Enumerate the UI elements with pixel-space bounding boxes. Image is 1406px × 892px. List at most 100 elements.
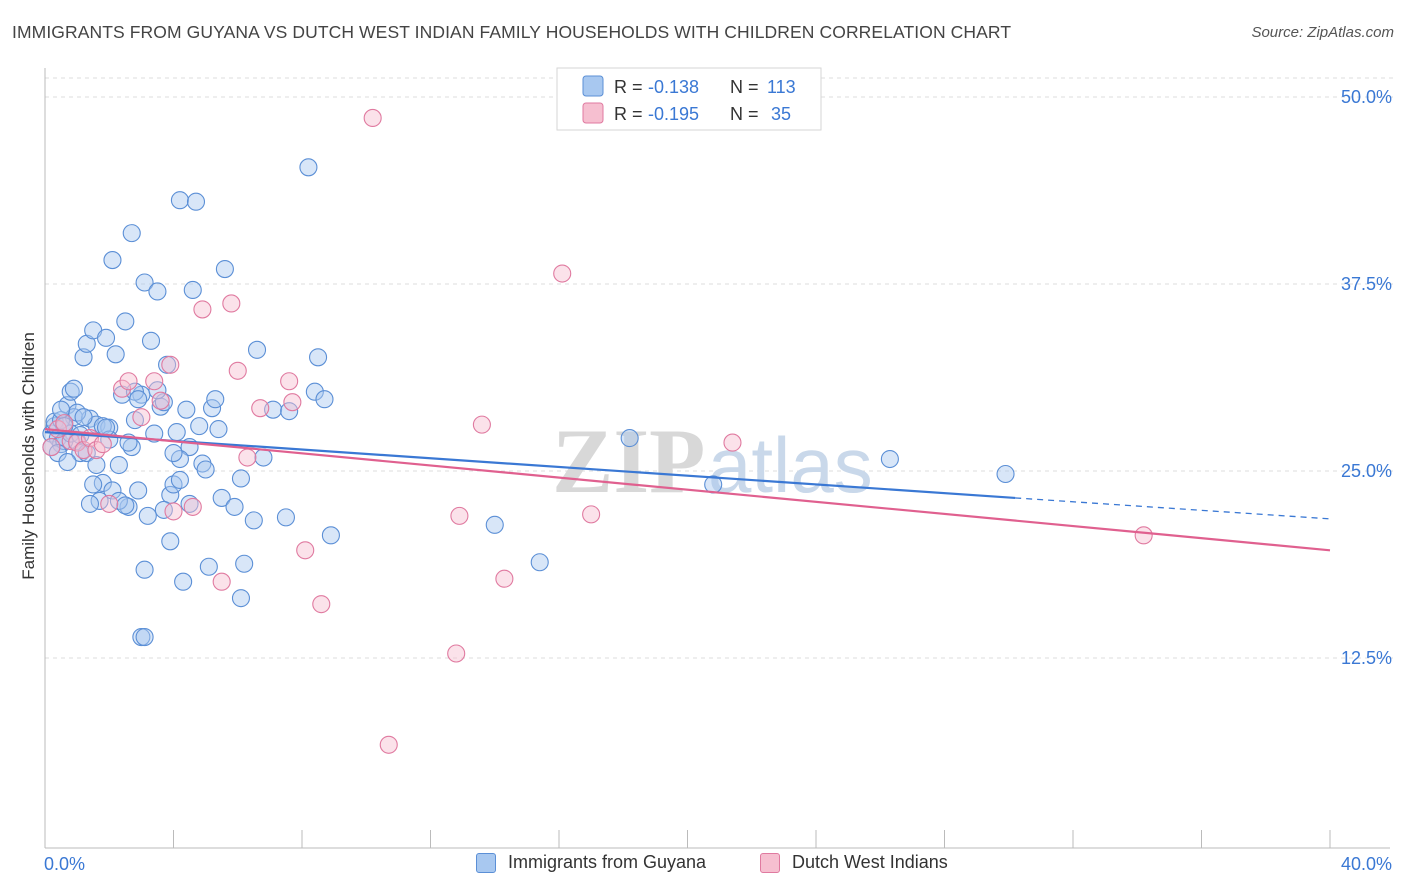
legend-item-dutch: Dutch West Indians — [760, 852, 948, 873]
y-tick-label-2: 37.5% — [1341, 274, 1392, 294]
trendline-dutch — [44, 428, 1331, 552]
legend-item-guyana: Immigrants from Guyana — [476, 852, 706, 873]
point-guyana-74 — [161, 532, 180, 551]
point-guyana-78 — [180, 494, 199, 513]
point-guyana-12 — [74, 348, 93, 367]
x-tick-label-1: 40.0% — [1341, 854, 1392, 874]
point-guyana-99 — [164, 443, 183, 463]
point-guyana-64 — [247, 340, 267, 359]
trendline-guyana-extension — [1015, 497, 1331, 520]
point-guyana-59 — [225, 497, 244, 516]
point-guyana-61 — [235, 554, 254, 573]
point-guyana-52 — [196, 460, 215, 479]
point-guyana-103 — [485, 515, 504, 534]
trendlines — [44, 428, 1331, 552]
point-guyana-94 — [84, 475, 103, 494]
point-guyana-100 — [58, 452, 77, 472]
point-guyana-69 — [299, 158, 318, 177]
point-guyana-55 — [206, 390, 225, 409]
bottom-legend: Immigrants from Guyana Dutch West Indian… — [0, 852, 1406, 878]
point-dutch-19 — [212, 572, 231, 591]
point-guyana-26 — [116, 312, 135, 331]
point-guyana-93 — [80, 494, 100, 513]
point-dutch-25 — [280, 372, 299, 391]
point-guyana-56 — [209, 420, 228, 439]
point-guyana-80 — [122, 224, 141, 243]
point-dutch-10 — [113, 379, 132, 398]
point-guyana-45 — [177, 400, 196, 419]
point-dutch-12 — [132, 408, 151, 427]
legend-r-value-2: -0.195 — [648, 104, 699, 124]
y-tick-label-1: 25.0% — [1341, 461, 1392, 481]
point-guyana-30 — [129, 481, 148, 500]
chart-source: Source: ZipAtlas.com — [1251, 24, 1394, 41]
series-dutch-west-indians-points — [42, 108, 1153, 754]
point-dutch-26 — [296, 541, 315, 560]
point-guyana-60 — [231, 589, 251, 608]
point-dutch-11 — [119, 372, 138, 391]
point-guyana-102 — [154, 500, 173, 519]
x-tick-label-0: 0.0% — [44, 854, 85, 874]
legend-swatch-pink — [760, 852, 780, 873]
point-dutch-28 — [363, 108, 382, 127]
point-guyana-19 — [96, 328, 116, 347]
point-guyana-27 — [119, 497, 138, 516]
point-guyana-81 — [87, 455, 106, 475]
point-dutch-13 — [145, 372, 164, 391]
point-guyana-105 — [620, 429, 639, 448]
point-dutch-27 — [312, 595, 331, 614]
point-guyana-23 — [106, 345, 125, 364]
point-dutch-16 — [164, 502, 183, 521]
legend-swatch-guyana — [582, 75, 604, 97]
point-dutch-9 — [100, 494, 119, 513]
point-guyana-108 — [996, 464, 1015, 484]
stats-legend: R = -0.138 N = 113 R = -0.195 N = 35 — [556, 67, 822, 131]
legend-label-guyana: Immigrants from Guyana — [508, 852, 707, 872]
point-guyana-65 — [254, 448, 273, 467]
point-dutch-18 — [193, 300, 212, 319]
point-dutch-37 — [1134, 526, 1153, 545]
legend-n-label-1: N = — [730, 77, 759, 97]
point-dutch-34 — [553, 264, 572, 283]
point-guyana-44 — [174, 572, 193, 591]
point-guyana-88 — [74, 408, 93, 427]
point-dutch-31 — [450, 506, 469, 525]
watermark: ZIP atlas — [552, 410, 873, 512]
point-guyana-53 — [199, 557, 218, 576]
point-guyana-90 — [116, 496, 135, 515]
legend-swatch-blue — [476, 852, 496, 873]
point-dutch-22 — [238, 448, 257, 467]
point-guyana-48 — [170, 191, 189, 210]
point-guyana-42 — [167, 423, 186, 442]
point-guyana-33 — [138, 506, 157, 525]
point-guyana-97 — [129, 390, 148, 409]
legend-n-value-2: 35 — [771, 104, 791, 124]
point-guyana-50 — [190, 417, 209, 436]
chart-title: IMMIGRANTS FROM GUYANA VS DUTCH WEST IND… — [12, 22, 1012, 42]
point-guyana-67 — [276, 508, 295, 527]
point-guyana-77 — [135, 628, 154, 647]
point-guyana-70 — [305, 382, 324, 401]
y-axis-label: Family Households with Children — [19, 332, 38, 580]
point-dutch-2 — [55, 414, 74, 433]
legend-r-label-1: R = — [614, 77, 643, 97]
point-guyana-24 — [109, 455, 128, 475]
point-dutch-23 — [251, 399, 270, 418]
point-dutch-15 — [161, 355, 180, 374]
legend-r-label-2: R = — [614, 104, 643, 124]
point-dutch-32 — [472, 415, 491, 434]
point-dutch-21 — [228, 361, 247, 380]
point-guyana-32 — [135, 273, 154, 292]
point-guyana-36 — [148, 282, 167, 301]
point-guyana-62 — [231, 469, 251, 488]
legend-n-label-2: N = — [730, 104, 759, 124]
point-dutch-33 — [495, 569, 514, 588]
point-guyana-34 — [141, 331, 161, 350]
point-dutch-30 — [447, 644, 466, 663]
axes — [44, 68, 1390, 849]
point-dutch-8 — [93, 435, 112, 454]
point-guyana-58 — [212, 488, 231, 507]
point-guyana-49 — [186, 192, 206, 211]
point-guyana-35 — [145, 424, 164, 443]
point-guyana-104 — [530, 553, 549, 572]
